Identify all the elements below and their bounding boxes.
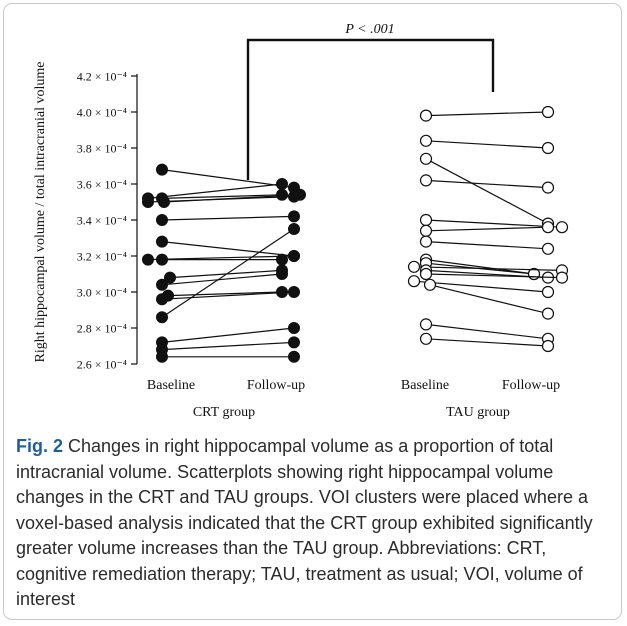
tau-baseline-label: Baseline <box>401 378 449 393</box>
data-point <box>276 268 288 280</box>
pair-line <box>161 273 283 286</box>
pair-line <box>161 194 283 199</box>
pair-line <box>161 327 295 343</box>
data-point <box>419 134 433 147</box>
pair-line <box>161 228 295 318</box>
data-point <box>142 253 154 266</box>
data-point <box>419 213 433 227</box>
figure-caption: Fig. 2 Changes in right hippocampal volu… <box>16 434 616 613</box>
crt-followup-label: Follow-up <box>247 378 305 393</box>
pair-line <box>161 291 295 300</box>
y-tick-label: 2.8 × 10⁻⁴ <box>77 322 127 336</box>
significance-label: P < .001 <box>344 22 394 37</box>
data-point <box>419 109 433 122</box>
data-point <box>419 235 433 248</box>
data-point <box>407 260 421 273</box>
tau-group-label: TAU group <box>446 405 510 420</box>
y-tick-label: 3.2 × 10⁻⁴ <box>77 250 127 264</box>
pair-line <box>161 215 295 221</box>
pair-line <box>425 226 549 232</box>
pair-line <box>161 241 295 257</box>
pair-line <box>425 338 549 347</box>
data-pairs <box>142 105 569 363</box>
crt-group-label: CRT group <box>193 405 255 420</box>
pair-line <box>167 291 283 297</box>
data-point <box>288 336 300 349</box>
y-tick-label: 2.6 × 10⁻⁴ <box>77 358 127 372</box>
pair-line <box>425 273 563 279</box>
data-point <box>288 350 300 363</box>
y-ticks: 2.6 × 10⁻⁴ 2.8 × 10⁻⁴ 3.0 × 10⁻⁴ 3.2 × 10⁻⁴… <box>77 70 137 372</box>
data-point <box>288 250 300 262</box>
data-point <box>541 105 555 119</box>
pair-line <box>163 194 301 203</box>
data-point <box>288 286 300 298</box>
y-tick-label: 3.4 × 10⁻⁴ <box>77 214 127 228</box>
data-point <box>541 339 555 353</box>
pair-line <box>413 280 549 293</box>
y-axis-label: Right hippocampal volume / total intracr… <box>33 62 48 363</box>
crt-baseline-label: Baseline <box>147 378 195 393</box>
data-point <box>419 152 433 165</box>
data-point <box>156 214 168 226</box>
data-point <box>158 196 170 208</box>
pair-line <box>425 219 563 228</box>
pair-line <box>425 241 549 250</box>
data-point <box>156 350 168 363</box>
pair-line <box>413 266 563 271</box>
data-point <box>156 253 168 266</box>
data-point <box>541 285 555 299</box>
data-point <box>294 188 306 201</box>
data-point <box>276 188 288 201</box>
data-point <box>407 275 421 288</box>
data-point <box>156 163 168 176</box>
data-point <box>419 332 433 345</box>
pair-line <box>147 183 283 199</box>
data-point <box>541 221 555 234</box>
data-point <box>156 278 168 291</box>
data-point <box>555 221 569 234</box>
data-point <box>288 210 300 223</box>
pair-line <box>425 179 549 189</box>
data-point <box>156 311 168 324</box>
data-point <box>541 181 555 194</box>
data-point <box>288 223 300 235</box>
data-point <box>541 242 555 255</box>
data-point <box>156 235 168 248</box>
data-point <box>156 293 168 306</box>
data-point <box>419 318 433 331</box>
data-point <box>419 224 433 237</box>
data-point <box>419 174 433 187</box>
pair-line <box>425 111 549 117</box>
data-point <box>541 307 555 320</box>
y-tick-label: 3.8 × 10⁻⁴ <box>77 142 127 156</box>
data-point <box>288 322 300 334</box>
y-tick-label: 3.0 × 10⁻⁴ <box>77 286 127 300</box>
pair-line <box>425 140 549 149</box>
y-tick-label: 3.6 × 10⁻⁴ <box>77 178 127 192</box>
data-point <box>276 178 288 190</box>
data-point <box>419 267 433 281</box>
pair-line <box>425 158 549 225</box>
scatterplot: Right hippocampal volume / total intracr… <box>33 22 569 420</box>
tau-followup-label: Follow-up <box>502 378 560 393</box>
y-tick-label: 4.0 × 10⁻⁴ <box>77 106 127 120</box>
data-point <box>555 271 569 284</box>
data-point <box>142 196 154 208</box>
figure-label: Fig. 2 <box>16 436 64 456</box>
data-point <box>276 253 288 266</box>
pair-line <box>429 284 549 315</box>
caption-text: Changes in right hippocampal volume as a… <box>16 436 593 609</box>
pair-line <box>425 323 549 340</box>
significance-bracket <box>246 38 495 180</box>
pair-line <box>161 341 295 351</box>
data-point <box>164 271 176 284</box>
data-point <box>423 278 437 291</box>
y-tick-label: 4.2 × 10⁻⁴ <box>77 70 127 84</box>
data-point <box>541 141 555 155</box>
figure-frame <box>3 3 622 620</box>
